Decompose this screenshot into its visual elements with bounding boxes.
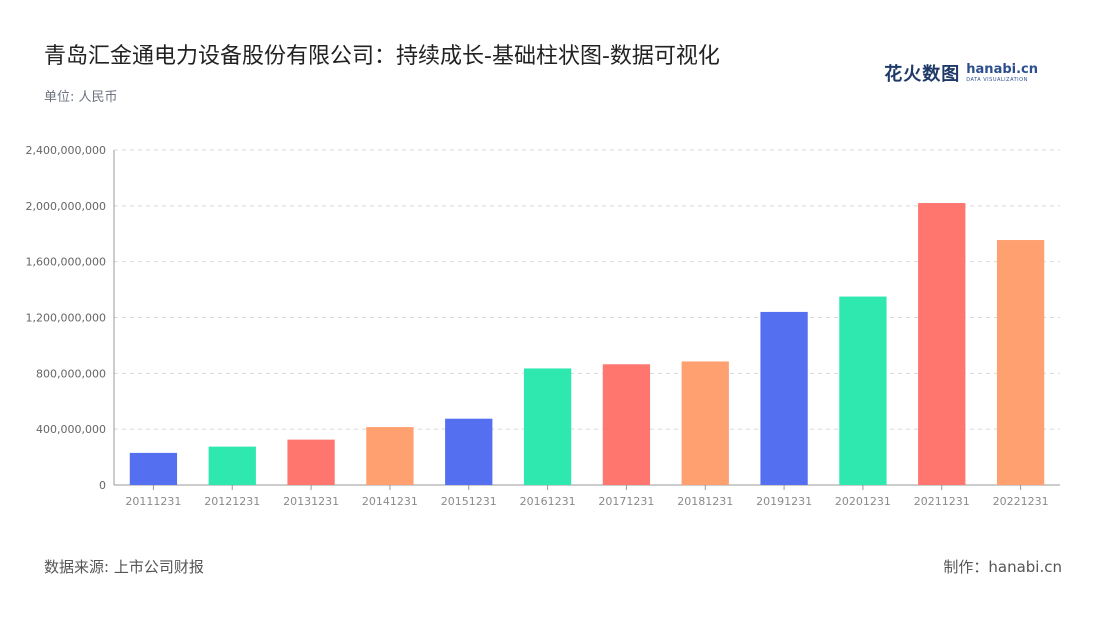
x-tick-label: 20221231 [993,495,1049,508]
x-tick-label: 20201231 [835,495,891,508]
y-tick-label: 1,200,000,000 [26,312,106,325]
brand-tagline: DATA VISUALIZATION [966,77,1028,83]
data-source: 数据来源: 上市公司财报 [44,558,204,576]
bar [918,203,966,485]
y-tick-label: 1,600,000,000 [26,256,106,269]
x-tick-label: 20141231 [362,495,418,508]
bar [445,418,493,485]
x-tick-label: 20111231 [125,495,181,508]
bar [681,361,729,485]
x-tick-label: 20181231 [677,495,733,508]
x-tick-label: 20151231 [441,495,497,508]
y-tick-label: 400,000,000 [36,423,106,436]
x-tick-label: 20211231 [914,495,970,508]
chart-title: 青岛汇金通电力设备股份有限公司：持续成长-基础柱状图-数据可视化 [44,44,720,69]
y-tick-label: 800,000,000 [36,367,106,380]
unit-label: 单位: 人民币 [44,90,118,105]
brand-logo: 花火数图 hanabi.cn DATA VISUALIZATION [884,60,1038,86]
brand-cn: 花火数图 [884,64,961,85]
bar [523,368,572,485]
bar [208,446,256,485]
y-tick-label: 2,400,000,000 [26,144,106,157]
x-tick-label: 20121231 [204,495,260,508]
bar [287,439,335,485]
brand-en-block: hanabi.cn DATA VISUALIZATION [966,63,1038,83]
x-tick-label: 20131231 [283,495,339,508]
bar [129,452,178,485]
credit: 制作：hanabi.cn [943,558,1062,576]
bar [760,311,808,485]
x-tick-label: 20191231 [756,495,812,508]
bar [366,427,414,485]
brand-en: hanabi.cn [966,62,1038,77]
y-tick-label: 2,000,000,000 [26,200,106,213]
y-tick-label: 0 [99,479,106,492]
bar [996,240,1045,485]
bar [839,296,887,485]
x-tick-label: 20171231 [598,495,654,508]
x-tick-label: 20161231 [520,495,576,508]
bar [602,364,651,485]
